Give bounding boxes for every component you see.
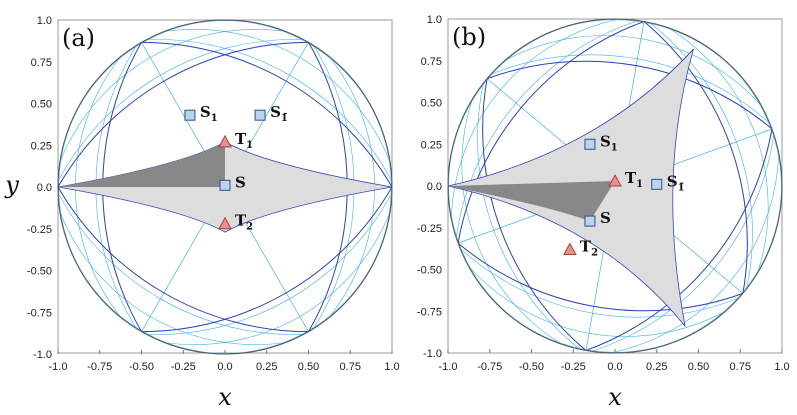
x-tick-label: -1.0 — [439, 361, 458, 373]
x-tick-label: 0.50 — [298, 361, 319, 373]
x-tick-label: 0.0 — [607, 361, 622, 373]
y-tick-label: 0.25 — [31, 140, 52, 152]
point-label: S — [235, 173, 246, 191]
x-tick-label: -0.50 — [129, 361, 154, 373]
y-ticks-b: 1.0 0.75 0.50 0.25 0.0 -0.25 -0.50 -0.75 -1.0 — [417, 14, 442, 360]
y-tick-label: -0.50 — [417, 265, 442, 277]
x-tick-label: 0.25 — [646, 361, 667, 373]
x-tick-label: -0.50 — [519, 361, 544, 373]
y-axis-title: y — [4, 171, 19, 199]
point-s-1: S1 — [184, 103, 218, 124]
y-tick-label: 0.50 — [31, 99, 52, 111]
point-s: S — [584, 209, 611, 227]
point-s: S — [219, 173, 246, 191]
y-tick-label: 0.0 — [37, 182, 52, 194]
y-tick-label: -1.0 — [423, 348, 442, 360]
x-tick-label: -0.75 — [477, 361, 502, 373]
square-marker — [584, 138, 596, 150]
y-tick-label: 0.50 — [421, 98, 442, 110]
points-b: S S1 S1̄ T1 T2 — [563, 132, 685, 258]
point-t-2: T2 — [563, 237, 598, 258]
y-tick-label: -0.25 — [27, 224, 52, 236]
x-tick-label: 1.0 — [774, 361, 789, 373]
y-tick-label: -1.0 — [33, 349, 52, 361]
x-tick-label: 0.75 — [340, 361, 361, 373]
x-tick-label: -0.25 — [171, 361, 196, 373]
point-t-1: T1 — [218, 130, 253, 151]
x-tick-label: -1.0 — [49, 361, 68, 373]
fundamental-domain-b — [448, 48, 694, 327]
point-label: S — [600, 209, 611, 227]
point-label: S1̄ — [270, 103, 288, 124]
point-label: S1̄ — [667, 172, 685, 193]
square-marker — [254, 109, 266, 121]
point-t-1: T1 — [608, 169, 643, 190]
square-marker — [219, 179, 231, 191]
y-tick-label: -0.75 — [27, 307, 52, 319]
x-tick-label: -0.75 — [87, 361, 112, 373]
x-axis-title-a: x — [218, 383, 232, 411]
x-tick-label: 1.0 — [384, 361, 399, 373]
x-tick-label: 0.75 — [730, 361, 751, 373]
point-s-1bar: S1̄ — [254, 103, 288, 124]
point-label: T2 — [580, 237, 598, 258]
y-ticks-a: 1.0 0.75 0.50 0.25 0.0 -0.25 -0.50 -0.75 -1.0 — [27, 15, 52, 361]
x-axis-title-b: x — [608, 383, 622, 411]
triangle-marker — [218, 134, 232, 148]
x-tick-label: 0.0 — [217, 361, 232, 373]
panel-a: -1.0 -0.75 -0.50 -0.25 0.0 0.25 0.50 0.75 1.0 1.… — [4, 15, 400, 411]
triangle-marker — [218, 216, 232, 230]
points-a: S S1 S1̄ T1 T2 — [184, 103, 288, 233]
y-tick-label: 0.75 — [31, 57, 52, 69]
y-tick-label: 0.0 — [427, 181, 442, 193]
x-ticks-a: -1.0 -0.75 -0.50 -0.25 0.0 0.25 0.50 0.75 1.0 — [49, 350, 400, 373]
x-tick-label: -0.25 — [561, 361, 586, 373]
x-tick-label: 0.25 — [256, 361, 277, 373]
point-label: S1 — [600, 132, 618, 153]
y-tick-label: 0.25 — [421, 139, 442, 151]
point-label: T2 — [235, 212, 253, 233]
y-tick-label: -0.75 — [417, 306, 442, 318]
point-s-1bar: S1̄ — [651, 172, 685, 193]
y-tick-label: -0.50 — [27, 266, 52, 278]
square-marker — [184, 109, 196, 121]
triangle-marker — [563, 242, 577, 255]
point-label: S1 — [200, 103, 218, 124]
square-marker — [651, 178, 663, 190]
panel-b: -1.0 -0.75 -0.50 -0.25 0.0 0.25 0.50 0.75 1.0 1.… — [417, 14, 790, 411]
x-tick-label: 0.50 — [688, 361, 709, 373]
panel-label-a: (a) — [62, 24, 95, 52]
square-marker — [584, 215, 596, 227]
x-ticks-b: -1.0 -0.75 -0.50 -0.25 0.0 0.25 0.50 0.75 1.0 — [439, 349, 790, 373]
y-tick-label: 1.0 — [37, 15, 52, 27]
point-t-2: T2 — [218, 212, 253, 233]
triangle-marker — [608, 173, 622, 187]
point-s-1: S1 — [584, 132, 618, 153]
y-tick-label: -0.25 — [417, 223, 442, 235]
panel-label-b: (b) — [452, 23, 486, 51]
point-label: T1 — [625, 169, 643, 190]
y-tick-label: 0.75 — [421, 56, 442, 68]
y-tick-label: 1.0 — [427, 14, 442, 26]
point-label: T1 — [235, 130, 253, 151]
